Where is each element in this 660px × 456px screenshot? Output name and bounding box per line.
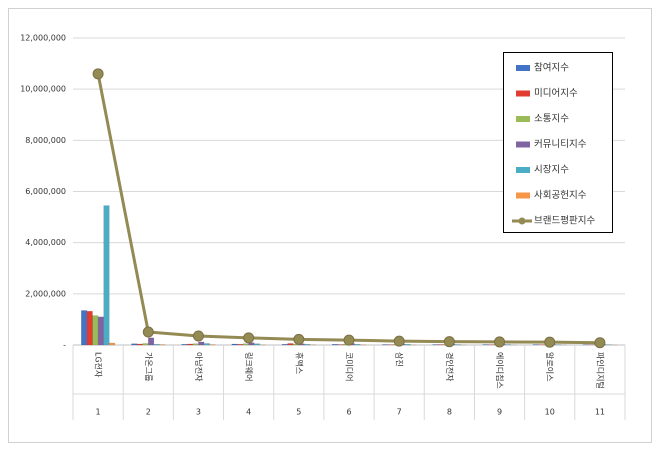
legend-icon <box>516 116 530 122</box>
legend-label: 사회공헌지수 <box>534 190 587 201</box>
rank-label: 1 <box>96 408 101 417</box>
bar <box>433 344 439 345</box>
legend-icon <box>516 193 530 199</box>
rank-label: 10 <box>545 408 555 417</box>
x-tick-label: LG전자 <box>94 352 104 378</box>
legend-icon <box>519 218 526 225</box>
bar <box>159 344 165 345</box>
x-tick-label: 경인전자 <box>445 352 455 382</box>
bar <box>87 311 93 345</box>
bar <box>148 338 154 345</box>
rank-label: 8 <box>447 408 452 417</box>
bar <box>237 344 243 345</box>
bar <box>232 344 238 345</box>
rank-label: 11 <box>595 408 605 417</box>
bar <box>332 344 338 345</box>
bar <box>98 317 104 345</box>
rank-label: 7 <box>397 408 402 417</box>
legend-icon <box>516 91 530 97</box>
bar <box>483 344 489 345</box>
rank-label: 2 <box>146 408 151 417</box>
line-marker <box>244 333 254 343</box>
bar <box>405 344 411 345</box>
bar <box>505 344 511 345</box>
line-marker <box>545 337 555 347</box>
y-tick-label: 4,000,000 <box>25 238 66 247</box>
legend-icon <box>516 142 530 148</box>
y-tick-label: 12,000,000 <box>20 34 66 43</box>
x-tick-label: 휴맥스 <box>294 352 304 374</box>
x-tick-label: 알로이스 <box>545 352 555 381</box>
x-tick-label: 코미디어 <box>345 352 355 381</box>
bar <box>210 344 216 345</box>
line-marker <box>495 337 505 347</box>
line-marker <box>595 338 605 348</box>
bar <box>154 344 160 345</box>
legend-label: 시장지수 <box>534 165 569 176</box>
line-marker <box>193 331 203 341</box>
x-tick-label: 링크웨어 <box>244 352 254 381</box>
y-tick-label: 10,000,000 <box>20 85 66 94</box>
bar <box>182 344 188 345</box>
bar <box>243 344 249 345</box>
x-tick-label: 에이디칩스 <box>495 352 505 389</box>
bar <box>143 343 149 345</box>
line-marker <box>344 335 354 345</box>
y-tick-label: - <box>63 341 66 350</box>
bar <box>81 310 87 345</box>
bar <box>198 342 204 345</box>
line-marker <box>394 336 404 346</box>
bar <box>204 343 210 345</box>
rank-label: 4 <box>246 408 251 417</box>
rank-label: 6 <box>346 408 351 417</box>
legend-icon <box>516 65 530 71</box>
x-tick-label: 삼진 <box>395 352 405 367</box>
x-tick-label: 파인디지털 <box>595 352 605 389</box>
bar <box>455 344 461 345</box>
bar <box>282 344 288 345</box>
bar <box>254 344 260 345</box>
bar <box>355 344 361 345</box>
y-tick-label: 6,000,000 <box>25 187 66 196</box>
bar <box>533 344 539 345</box>
line-marker <box>444 337 454 347</box>
legend-label: 소통지수 <box>534 114 569 125</box>
bar <box>137 344 143 345</box>
x-tick-label: 가온그룹 <box>144 352 153 381</box>
bar <box>92 316 98 345</box>
bar <box>131 344 137 345</box>
bar <box>338 344 344 345</box>
bar <box>382 344 388 345</box>
x-tick-label: 아남전자 <box>194 352 204 382</box>
legend-label: 브랜드평판지수 <box>534 216 595 227</box>
line-marker <box>93 69 103 79</box>
bar <box>288 343 294 345</box>
legend-label: 커뮤니티지수 <box>534 139 587 150</box>
line-marker <box>143 327 153 337</box>
rank-label: 9 <box>497 408 502 417</box>
bar <box>109 343 115 345</box>
rank-label: 5 <box>296 408 301 417</box>
bar <box>304 344 310 345</box>
rank-label: 3 <box>196 408 201 417</box>
legend-label: 참여지수 <box>534 62 569 74</box>
bar <box>193 344 199 345</box>
bar <box>438 344 444 345</box>
y-tick-label: 2,000,000 <box>25 289 66 298</box>
bar <box>104 206 110 345</box>
line-marker <box>294 334 304 344</box>
legend-label: 미디어지수 <box>534 88 578 99</box>
y-tick-label: 8,000,000 <box>25 136 66 145</box>
bar <box>187 344 193 345</box>
legend-icon <box>516 167 530 173</box>
